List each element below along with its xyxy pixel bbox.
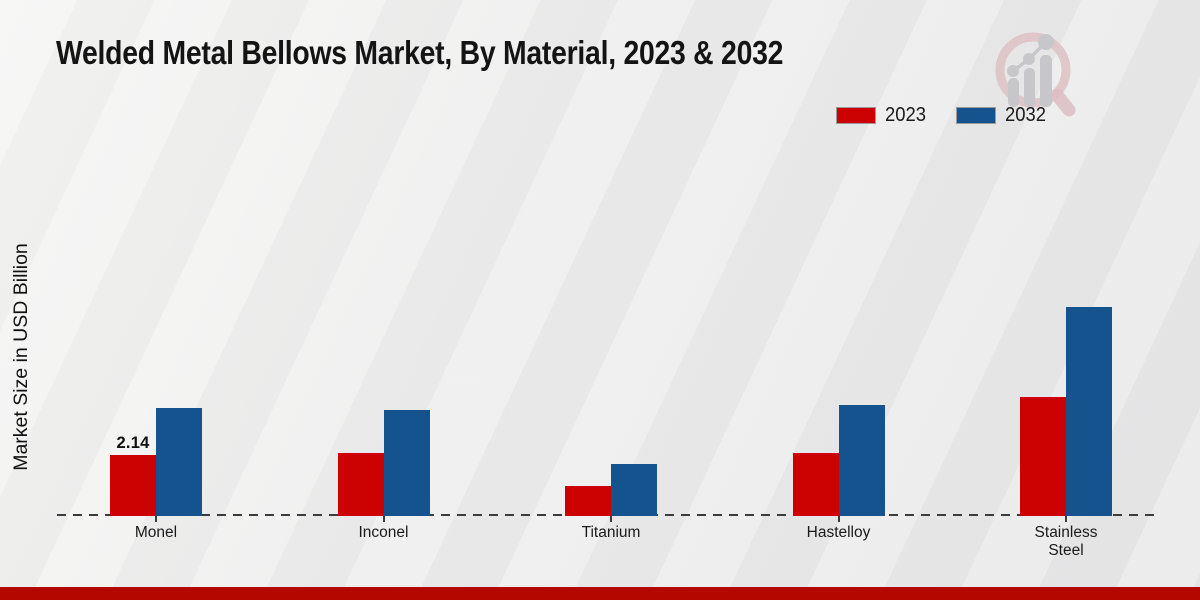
bar-2032-inconel: [383, 410, 430, 516]
legend-swatch-2032: [955, 107, 996, 124]
bar-2023-inconel: [337, 453, 384, 516]
x-axis-label-inconel: Inconel: [358, 524, 409, 541]
bar-2032-stainless-steel: [1066, 307, 1112, 516]
bar-2023-monel: [110, 455, 156, 516]
legend-item-2032: 2032: [955, 104, 1050, 127]
bar-2032-monel: [156, 408, 202, 516]
x-axis-label-stainless-steel: Stainless Steel: [1034, 524, 1098, 559]
bar-2032-titanium: [611, 464, 657, 516]
x-axis-tick-monel: [155, 516, 157, 522]
legend-item-2023: 2023: [836, 104, 930, 127]
x-axis-label-titanium: Titanium: [581, 524, 641, 541]
x-axis-tick-hastelloy: [837, 516, 840, 522]
x-axis-tick-stainless-steel: [1065, 516, 1067, 522]
chart-title: Welded Metal Bellows Market, By Material…: [56, 34, 784, 71]
x-axis-label-monel: Monel: [134, 524, 178, 541]
x-axis-label-hastelloy: Hastelloy: [806, 524, 871, 541]
bar-2023-titanium: [565, 486, 611, 516]
legend-label-2032: 2032: [1004, 104, 1046, 126]
bar-2032-hastelloy: [838, 405, 885, 516]
x-axis-tick-inconel: [382, 516, 385, 522]
bar-2023-stainless-steel: [1020, 397, 1066, 516]
legend: 2023 2032: [836, 104, 1049, 127]
growth-bars: [1007, 34, 1054, 107]
bar-2023-hastelloy: [792, 453, 839, 516]
bar-value-label-monel: 2.14: [116, 434, 150, 452]
legend-swatch-2023: [836, 107, 876, 124]
footer-accent-bar: [0, 587, 1200, 600]
x-axis-tick-titanium: [610, 516, 612, 522]
magnifier-growth-logo-icon: [995, 32, 1076, 117]
legend-label-2023: 2023: [885, 104, 926, 126]
y-axis-label: Market Size in USD Billion: [10, 243, 32, 471]
